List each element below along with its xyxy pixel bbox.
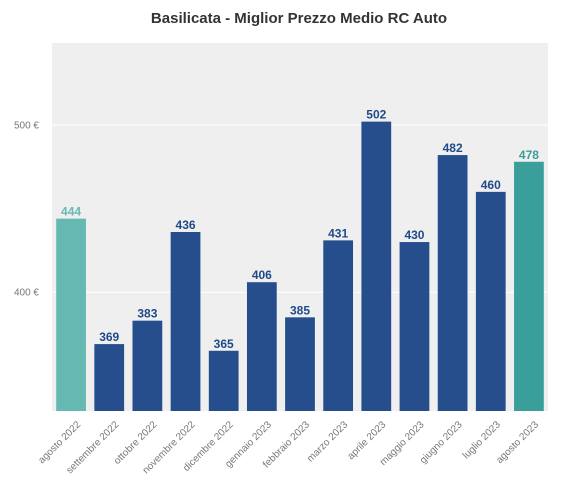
bar [285, 317, 315, 411]
y-tick-label: 400 € [14, 288, 39, 299]
bar [514, 161, 544, 411]
bar [437, 155, 468, 411]
bars [56, 121, 544, 412]
data-label: 444 [61, 205, 81, 219]
data-label: 482 [443, 141, 463, 155]
bar [208, 350, 239, 411]
data-label: 460 [481, 178, 501, 192]
data-label: 430 [404, 228, 424, 242]
data-label: 383 [137, 307, 157, 321]
data-label: 365 [214, 337, 234, 351]
bar [399, 242, 430, 411]
data-label: 478 [519, 148, 539, 162]
data-label: 369 [99, 330, 119, 344]
x-tick-label: marzo 2023 [305, 419, 350, 464]
bar [56, 218, 86, 411]
bar [361, 121, 392, 412]
y-tick-label: 500 € [14, 120, 39, 131]
data-label: 406 [252, 268, 272, 282]
chart-title: Basilicata - Miglior Prezzo Medio RC Aut… [151, 10, 447, 27]
data-label: 436 [176, 218, 196, 232]
data-label: 385 [290, 303, 310, 317]
bar [323, 240, 354, 411]
data-label: 431 [328, 226, 348, 240]
bar [170, 232, 201, 411]
value-labels: 444 369 383 436 365 406 385 431 502 430 482 460 478 [61, 108, 539, 351]
data-label: 502 [366, 108, 386, 122]
y-axis: 400 € 500 € [14, 120, 39, 298]
bar [132, 320, 163, 411]
bar [246, 282, 277, 411]
bar [94, 344, 125, 411]
bar [475, 191, 506, 411]
